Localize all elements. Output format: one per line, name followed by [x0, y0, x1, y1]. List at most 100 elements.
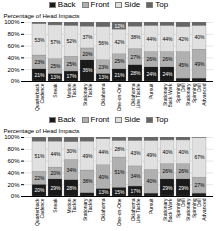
svg-text:38%: 38% [130, 34, 141, 40]
svg-text:15%: 15% [114, 189, 125, 195]
svg-text:67%: 67% [194, 154, 205, 160]
svg-text:20%: 20% [50, 170, 61, 176]
svg-text:Percentage of Head Impacts: Percentage of Head Impacts [4, 128, 80, 134]
svg-text:29%: 29% [178, 185, 189, 191]
svg-text:21%: 21% [114, 72, 125, 78]
svg-text:38%: 38% [82, 178, 93, 184]
svg-text:49%: 49% [82, 153, 93, 159]
svg-text:60%: 60% [7, 43, 20, 49]
svg-text:100%: 100% [4, 19, 20, 25]
svg-text:13%: 13% [98, 189, 109, 195]
svg-text:40%: 40% [178, 149, 189, 155]
svg-text:QuarterbackCadence: QuarterbackCadence [34, 83, 45, 111]
svg-text:Pursuit: Pursuit [148, 198, 154, 214]
svg-text:34%: 34% [130, 173, 141, 179]
svg-text:12%: 12% [114, 23, 125, 29]
svg-text:40%: 40% [7, 170, 20, 176]
svg-text:20%: 20% [7, 67, 20, 73]
svg-text:MotionTackle: MotionTackle [66, 198, 77, 213]
svg-text:SpinningDrillStationary: SpinningDrillStationary [175, 83, 191, 106]
svg-text:20%: 20% [34, 187, 45, 193]
svg-text:13%: 13% [98, 74, 109, 80]
svg-text:SpinningDrillAdvanced: SpinningDrillAdvanced [191, 198, 207, 220]
svg-text:25%: 25% [50, 63, 61, 69]
svg-text:49%: 49% [146, 152, 157, 158]
svg-text:Sneak: Sneak [52, 198, 58, 213]
svg-text:40%: 40% [98, 174, 109, 180]
svg-text:One-on-One: One-on-One [116, 83, 122, 111]
svg-text:44%: 44% [50, 151, 61, 157]
svg-text:43%: 43% [130, 150, 141, 156]
svg-text:0%: 0% [11, 78, 20, 84]
svg-text:29%: 29% [50, 185, 61, 191]
svg-text:0%: 0% [11, 193, 20, 199]
svg-text:56%: 56% [98, 40, 109, 46]
svg-text:25%: 25% [114, 58, 125, 64]
svg-text:23%: 23% [98, 64, 109, 70]
svg-text:QuarterbackCadence: QuarterbackCadence [34, 198, 45, 226]
svg-text:26%: 26% [162, 168, 173, 174]
svg-text:Sneak: Sneak [52, 83, 58, 98]
svg-text:Oklahoma: Oklahoma [100, 83, 106, 106]
html-text:Back: Back [57, 0, 76, 9]
svg-text:SpinningDrillStationary: SpinningDrillStationary [175, 198, 191, 221]
svg-text:20%: 20% [7, 182, 20, 188]
svg-text:51%: 51% [34, 153, 45, 159]
svg-text:28%: 28% [114, 146, 125, 152]
svg-text:StationaryBack Work: StationaryBack Work [162, 198, 173, 223]
svg-text:StationaryTackle: StationaryTackle [82, 198, 93, 221]
svg-text:30%: 30% [66, 148, 77, 154]
svg-text:100%: 100% [4, 134, 20, 140]
svg-text:42%: 42% [114, 39, 125, 45]
svg-text:34%: 34% [66, 167, 77, 173]
svg-text:28%: 28% [66, 185, 77, 191]
svg-text:40%: 40% [146, 178, 157, 184]
svg-text:37%: 37% [82, 34, 93, 40]
svg-text:StationaryTackle: StationaryTackle [82, 83, 93, 106]
svg-text:21%: 21% [34, 72, 45, 78]
svg-text:44%: 44% [162, 36, 173, 42]
svg-text:29%: 29% [162, 185, 173, 191]
svg-text:StationaryBack Work: StationaryBack Work [162, 83, 173, 108]
html-text:Front: Front [90, 0, 110, 9]
svg-text:OklahomaLine Tackle: OklahomaLine Tackle [130, 83, 141, 108]
svg-text:51%: 51% [114, 169, 125, 175]
svg-text:24%: 24% [162, 71, 173, 77]
svg-text:57%: 57% [50, 39, 61, 45]
svg-text:40%: 40% [7, 55, 20, 61]
svg-text:42%: 42% [178, 36, 189, 42]
svg-text:Oklahoma: Oklahoma [100, 198, 106, 221]
svg-text:45%: 45% [178, 62, 189, 68]
svg-text:80%: 80% [7, 31, 20, 37]
svg-text:13%: 13% [50, 74, 61, 80]
svg-text:26%: 26% [178, 168, 189, 174]
svg-text:40%: 40% [162, 149, 173, 155]
svg-text:SpinningDrillAdvanced: SpinningDrillAdvanced [191, 83, 207, 105]
svg-text:17%: 17% [130, 188, 141, 194]
svg-text:40%: 40% [194, 34, 205, 40]
svg-text:60%: 60% [7, 158, 20, 164]
svg-text:17%: 17% [66, 73, 77, 79]
svg-text:36%: 36% [82, 67, 93, 73]
svg-text:Pursuit: Pursuit [148, 83, 154, 99]
svg-text:Percentage of Head Impacts: Percentage of Head Impacts [4, 13, 80, 19]
svg-text:49%: 49% [194, 61, 205, 67]
svg-text:23%: 23% [34, 59, 45, 65]
svg-text:53%: 53% [34, 37, 45, 43]
svg-text:MotionTackle: MotionTackle [66, 83, 77, 98]
svg-text:20%: 20% [82, 51, 93, 57]
svg-text:27%: 27% [194, 182, 205, 188]
svg-text:24%: 24% [146, 71, 157, 77]
svg-text:25%: 25% [66, 61, 77, 67]
svg-text:26%: 26% [146, 56, 157, 62]
svg-text:OklahomaLine Tackle: OklahomaLine Tackle [130, 198, 141, 223]
svg-text:80%: 80% [7, 146, 20, 152]
svg-text:44%: 44% [98, 149, 109, 155]
svg-text:22%: 22% [34, 175, 45, 181]
svg-text:26%: 26% [162, 56, 173, 62]
svg-text:44%: 44% [146, 36, 157, 42]
svg-text:52%: 52% [66, 38, 77, 44]
svg-text:27%: 27% [130, 54, 141, 60]
svg-text:28%: 28% [130, 70, 141, 76]
svg-text:One-on-One: One-on-One [116, 198, 122, 226]
